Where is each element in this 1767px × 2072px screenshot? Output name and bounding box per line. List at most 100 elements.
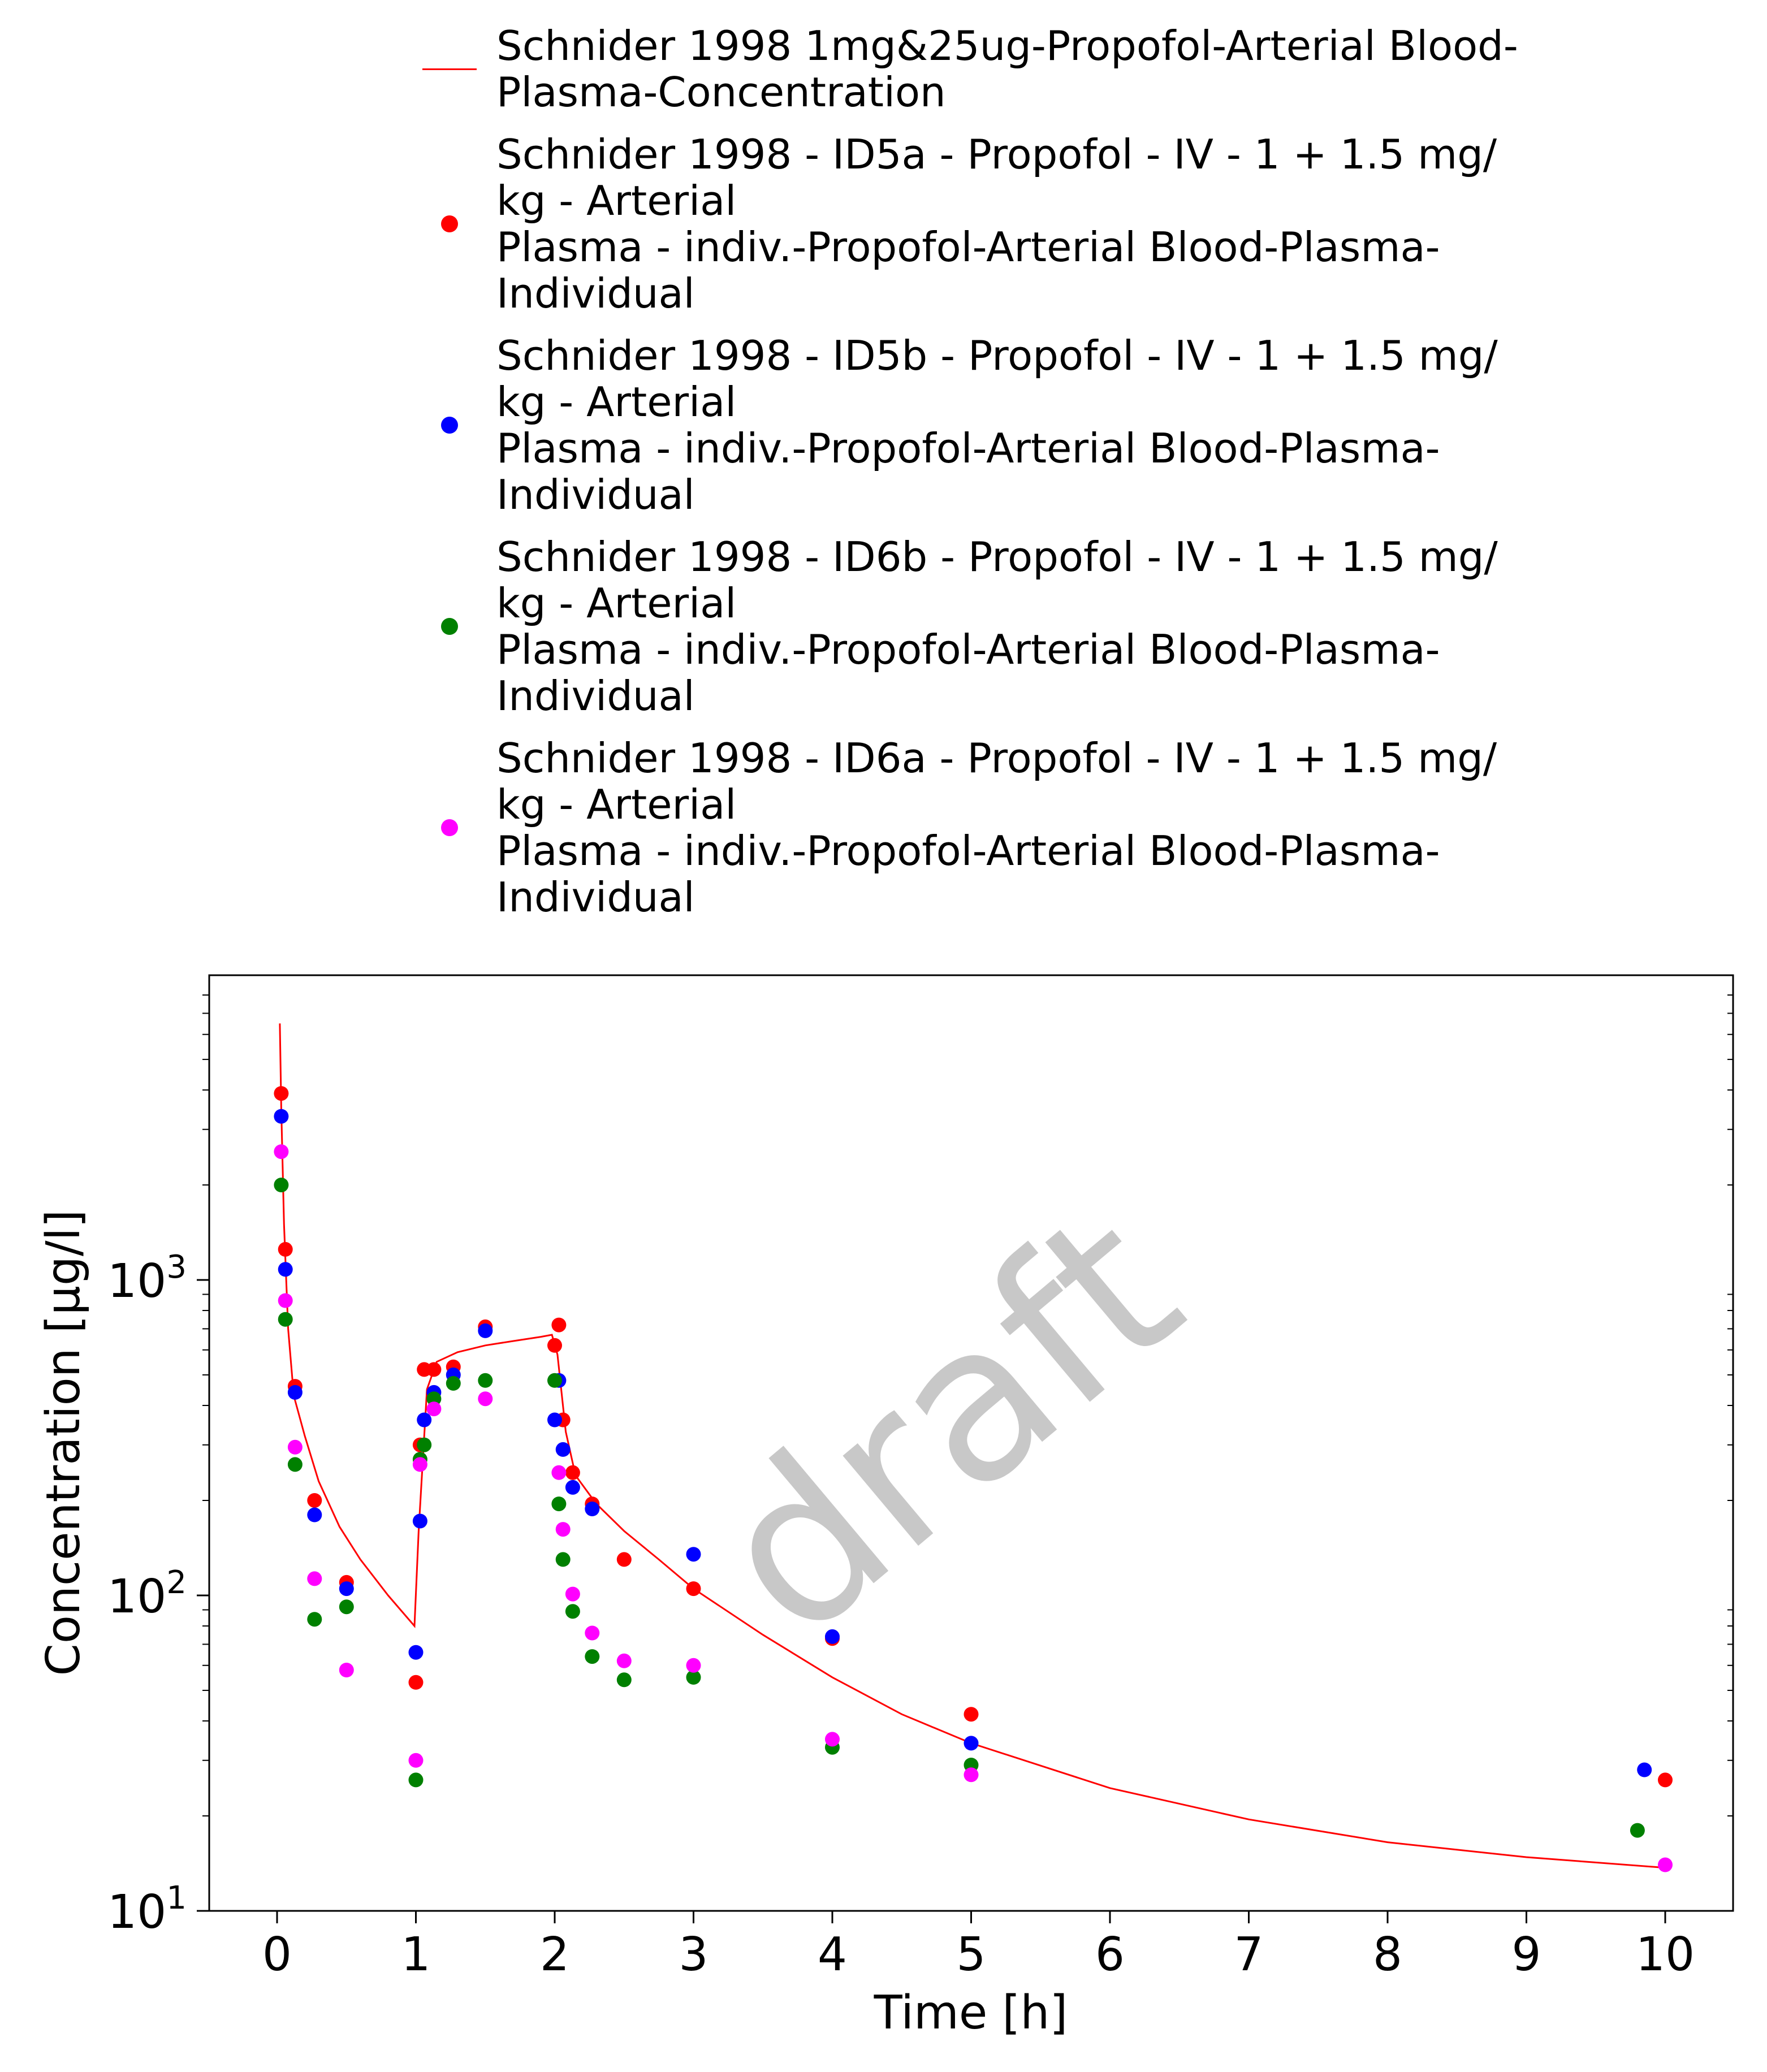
data-point-series-3 xyxy=(408,1772,424,1788)
data-point-series-2 xyxy=(686,1547,701,1562)
data-point-series-4 xyxy=(1658,1857,1673,1872)
legend-label: Schnider 1998 1mg&25ug-Propofol-Arterial… xyxy=(496,22,1518,116)
data-point-series-3 xyxy=(686,1669,701,1685)
x-axis-label: Time [h] xyxy=(874,1986,1068,2040)
x-tick-label: 0 xyxy=(262,1928,292,1982)
data-point-series-1 xyxy=(426,1362,442,1377)
legend-entry-id5a: Schnider 1998 - ID5a - Propofol - IV - 1… xyxy=(418,131,1662,317)
plot-points xyxy=(274,1086,1673,1872)
data-point-series-4 xyxy=(964,1767,979,1783)
simulation-line xyxy=(279,1023,1666,1869)
legend-marker-swatch xyxy=(418,417,481,434)
data-point-series-4 xyxy=(287,1439,303,1455)
data-point-series-2 xyxy=(964,1736,979,1751)
x-tick-label: 9 xyxy=(1511,1928,1541,1982)
data-point-series-1 xyxy=(408,1675,424,1690)
x-tick-label: 2 xyxy=(540,1928,569,1982)
data-point-series-3 xyxy=(339,1599,354,1615)
legend-label: Schnider 1998 - ID6a - Propofol - IV - 1… xyxy=(496,734,1497,921)
data-point-series-3 xyxy=(1630,1823,1645,1838)
legend-entry-id5b: Schnider 1998 - ID5b - Propofol - IV - 1… xyxy=(418,332,1662,518)
y-tick-base: 10 xyxy=(107,1570,166,1624)
data-point-series-4 xyxy=(585,1625,600,1641)
data-point-series-3 xyxy=(551,1496,567,1512)
data-point-series-4 xyxy=(555,1522,571,1537)
data-point-series-1 xyxy=(1658,1772,1673,1788)
data-point-series-4 xyxy=(274,1144,289,1160)
data-point-series-3 xyxy=(287,1457,303,1472)
data-point-series-3 xyxy=(417,1437,432,1452)
data-point-series-1 xyxy=(686,1581,701,1597)
data-point-series-1 xyxy=(274,1086,289,1101)
legend-label: Schnider 1998 - ID5b - Propofol - IV - 1… xyxy=(496,332,1498,518)
data-point-series-1 xyxy=(616,1552,632,1567)
legend-entry-id6a: Schnider 1998 - ID6a - Propofol - IV - 1… xyxy=(418,735,1662,920)
data-point-series-4 xyxy=(825,1732,840,1747)
data-point-series-2 xyxy=(307,1507,322,1522)
data-point-series-2 xyxy=(547,1412,562,1428)
y-tick-exponent: 3 xyxy=(166,1249,187,1286)
data-point-series-2 xyxy=(278,1262,293,1277)
data-point-series-3 xyxy=(278,1312,293,1327)
y-tick-exponent: 1 xyxy=(166,1880,187,1917)
data-point-series-4 xyxy=(339,1663,354,1677)
data-point-series-4 xyxy=(412,1457,427,1472)
data-point-series-3 xyxy=(446,1375,461,1391)
data-point-series-1 xyxy=(547,1338,562,1353)
y-tick-base: 10 xyxy=(107,1255,166,1308)
data-point-series-1 xyxy=(278,1242,293,1257)
data-point-series-2 xyxy=(339,1581,354,1597)
data-point-series-2 xyxy=(825,1629,840,1644)
legend-entry-simulation: Schnider 1998 1mg&25ug-Propofol-Arterial… xyxy=(418,23,1662,115)
data-point-series-3 xyxy=(585,1649,600,1664)
x-tick-label: 7 xyxy=(1234,1928,1263,1982)
data-point-series-2 xyxy=(565,1480,580,1495)
data-point-series-4 xyxy=(565,1586,580,1602)
data-point-series-2 xyxy=(478,1323,493,1338)
data-point-series-4 xyxy=(278,1293,293,1308)
y-axis-label: Concentration [µg/l] xyxy=(37,1210,90,1676)
legend-marker-swatch xyxy=(418,215,481,232)
legend-marker-swatch xyxy=(418,618,481,635)
data-point-series-2 xyxy=(274,1109,289,1124)
x-tick-label: 10 xyxy=(1636,1928,1695,1982)
x-tick-label: 1 xyxy=(401,1928,430,1982)
y-tick-exponent: 2 xyxy=(166,1564,187,1601)
data-point-series-4 xyxy=(616,1653,632,1668)
legend-label: Schnider 1998 - ID5a - Propofol - IV - 1… xyxy=(496,131,1497,317)
data-point-series-1 xyxy=(964,1707,979,1722)
data-point-series-3 xyxy=(616,1672,632,1688)
x-tick-label: 3 xyxy=(679,1928,708,1982)
data-point-series-2 xyxy=(287,1385,303,1400)
data-point-series-3 xyxy=(478,1373,493,1388)
legend-entry-id6b: Schnider 1998 - ID6b - Propofol - IV - 1… xyxy=(418,534,1662,719)
data-point-series-2 xyxy=(585,1502,600,1516)
x-tick-label: 4 xyxy=(818,1928,847,1982)
legend-marker-swatch xyxy=(418,819,481,836)
data-point-series-4 xyxy=(408,1753,424,1768)
legend-label: Schnider 1998 - ID6b - Propofol - IV - 1… xyxy=(496,533,1498,720)
y-tick-base: 10 xyxy=(107,1885,166,1939)
y-tick-label: 101 xyxy=(107,1880,187,1939)
data-point-series-1 xyxy=(551,1317,567,1333)
data-point-series-3 xyxy=(547,1373,562,1388)
data-point-series-4 xyxy=(686,1658,701,1673)
data-point-series-2 xyxy=(408,1645,424,1660)
data-point-series-1 xyxy=(565,1465,580,1480)
data-point-series-4 xyxy=(426,1401,442,1417)
data-point-series-2 xyxy=(1637,1762,1652,1777)
legend: Schnider 1998 1mg&25ug-Propofol-Arterial… xyxy=(418,23,1662,936)
x-tick-label: 6 xyxy=(1095,1928,1125,1982)
legend-line-swatch xyxy=(418,68,481,70)
data-point-series-1 xyxy=(307,1493,322,1508)
data-point-series-2 xyxy=(555,1442,571,1457)
data-point-series-2 xyxy=(417,1412,432,1428)
data-point-series-2 xyxy=(412,1513,427,1529)
y-tick-label: 103 xyxy=(107,1249,187,1308)
x-tick-label: 5 xyxy=(956,1928,986,1982)
x-tick-label: 8 xyxy=(1373,1928,1402,1982)
watermark: draft xyxy=(671,1163,1224,1685)
data-point-series-4 xyxy=(551,1465,567,1480)
